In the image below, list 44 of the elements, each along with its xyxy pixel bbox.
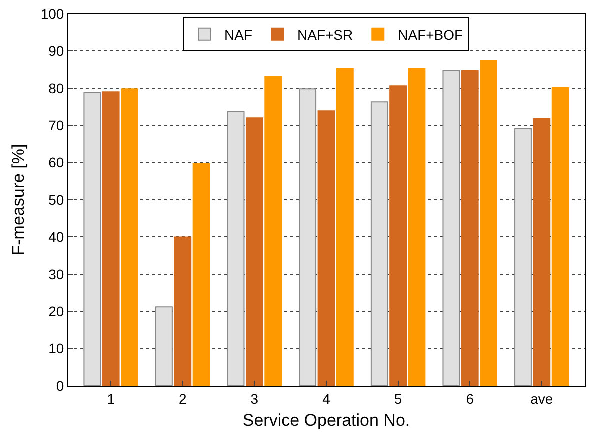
y-tick-label: 0 bbox=[56, 378, 64, 394]
y-tick-label: 70 bbox=[48, 118, 64, 134]
y-tick-label: 100 bbox=[40, 6, 64, 22]
y-tick-label: 40 bbox=[48, 229, 64, 246]
y-axis-title: F-measure [%] bbox=[9, 144, 28, 256]
y-tick-label: 50 bbox=[48, 192, 64, 208]
y-tick-label: 90 bbox=[48, 43, 64, 60]
y-tick-label: 30 bbox=[48, 266, 64, 282]
bar bbox=[174, 236, 192, 386]
y-tick-label: 20 bbox=[48, 304, 64, 320]
bar bbox=[336, 68, 354, 386]
bar bbox=[246, 118, 264, 386]
x-tick-label: 3 bbox=[250, 390, 259, 407]
bar bbox=[442, 70, 460, 386]
bar bbox=[370, 102, 388, 386]
legend-label: NAF+BOF bbox=[398, 26, 464, 43]
bar bbox=[299, 88, 317, 386]
bar bbox=[102, 92, 120, 386]
x-tick-label: 1 bbox=[107, 390, 116, 407]
x-tick-label: ave bbox=[530, 390, 554, 407]
x-tick-label: 5 bbox=[394, 390, 402, 407]
bar bbox=[408, 68, 426, 386]
bar bbox=[533, 118, 551, 386]
bar bbox=[156, 306, 173, 386]
bar bbox=[227, 111, 245, 386]
x-tick-label: 2 bbox=[178, 390, 187, 407]
legend-label: NAF+SR bbox=[298, 26, 354, 43]
y-tick-label: 80 bbox=[48, 80, 64, 96]
bar bbox=[552, 88, 570, 386]
bar bbox=[461, 70, 479, 386]
bar bbox=[192, 163, 210, 386]
x-tick-label: 4 bbox=[322, 390, 331, 407]
x-axis-title: Service Operation No. bbox=[242, 411, 410, 430]
y-tick-label: 60 bbox=[48, 154, 64, 171]
bar bbox=[514, 128, 532, 386]
bar bbox=[84, 92, 102, 386]
bar bbox=[390, 86, 408, 386]
y-tick-label: 10 bbox=[48, 340, 64, 357]
x-tick-label: 6 bbox=[466, 390, 474, 407]
bar bbox=[264, 76, 282, 386]
bar bbox=[121, 88, 138, 386]
bar bbox=[480, 60, 498, 386]
bar bbox=[318, 110, 336, 386]
legend-label: NAF bbox=[224, 26, 252, 43]
